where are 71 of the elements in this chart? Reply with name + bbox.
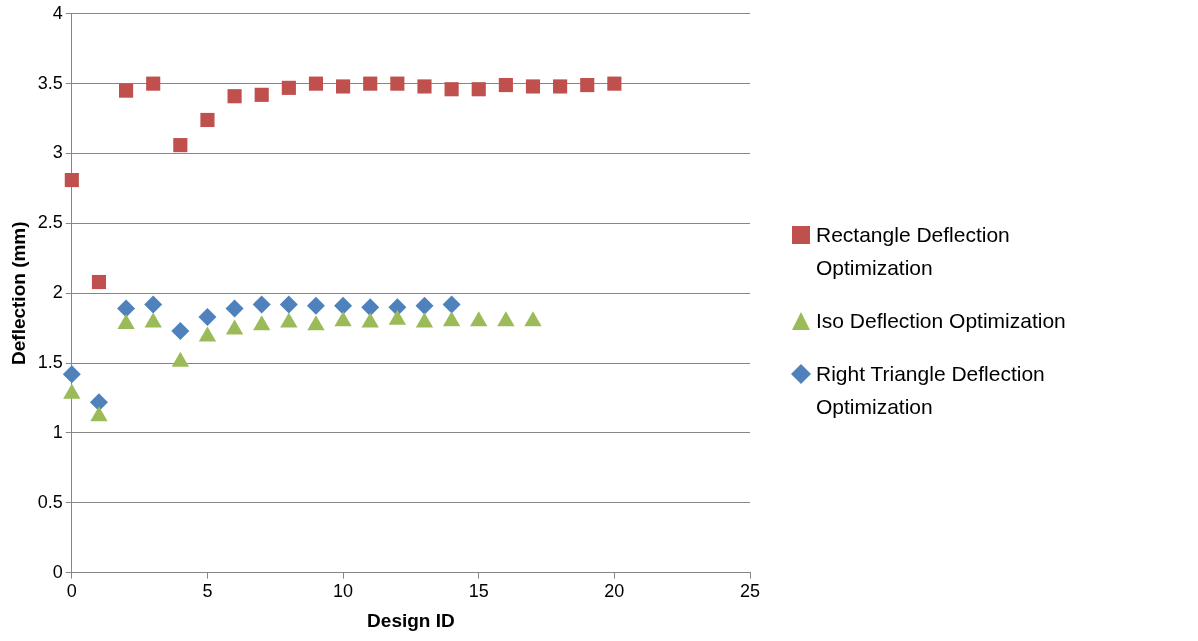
x-tick-label: 20 [604, 581, 625, 602]
legend-label: Right Triangle Deflection Optimization [816, 361, 1046, 420]
point [252, 295, 271, 314]
x-tick-label: 0 [66, 581, 77, 602]
point [200, 112, 215, 128]
point [91, 274, 107, 290]
point [442, 295, 461, 314]
point [117, 299, 136, 318]
point [361, 298, 380, 317]
x-tick-label: 15 [468, 581, 489, 602]
y-tick-label: 3 [52, 142, 63, 163]
point [470, 311, 488, 327]
point [254, 87, 269, 102]
point [173, 138, 188, 153]
y-tick-label: 0 [52, 561, 63, 582]
y-tick-label: 1.5 [37, 352, 63, 373]
point [580, 77, 595, 93]
point [524, 311, 542, 327]
y-axis-title: Deflection (mm) [7, 221, 29, 365]
point [225, 319, 244, 335]
y-tick-label: 3.5 [37, 72, 63, 93]
point [442, 311, 461, 327]
point [117, 313, 135, 329]
point [444, 82, 459, 97]
point [227, 89, 242, 104]
point [144, 295, 163, 314]
x-tick-label: 5 [202, 581, 213, 602]
point [280, 312, 298, 328]
point [90, 406, 108, 422]
point [171, 351, 189, 367]
legend-label: Iso Deflection Optimization [816, 308, 1066, 334]
point [497, 311, 515, 327]
point [388, 309, 407, 325]
x-tick-label: 10 [333, 581, 354, 602]
point [307, 315, 325, 331]
y-tick-label: 2 [52, 282, 63, 303]
point [225, 299, 244, 318]
point [361, 312, 379, 328]
point [253, 315, 271, 331]
y-tick-label: 4 [52, 2, 63, 23]
point [417, 79, 432, 94]
point [553, 79, 568, 94]
point [336, 79, 351, 94]
y-tick-label: 2.5 [37, 212, 63, 233]
point [119, 83, 134, 98]
y-tick-label: 1 [52, 421, 63, 442]
point [171, 321, 190, 340]
x-tick-label: 25 [739, 581, 761, 602]
point [415, 312, 434, 328]
point [279, 295, 298, 314]
point [198, 307, 217, 326]
point [281, 80, 296, 95]
point [144, 312, 162, 328]
point [146, 76, 161, 91]
point [415, 296, 434, 315]
point [306, 296, 325, 315]
point [334, 311, 352, 327]
point [198, 326, 217, 342]
x-axis-title: Design ID [367, 609, 455, 631]
point [363, 76, 378, 91]
y-tick-label: 0.5 [37, 491, 63, 512]
point [525, 79, 541, 94]
point [607, 76, 622, 91]
point [390, 76, 405, 91]
point [498, 77, 513, 93]
point [308, 76, 324, 91]
point [63, 383, 81, 399]
point [64, 172, 79, 188]
legend-label: Rectangle Deflection Optimization [816, 222, 1011, 281]
point [471, 82, 486, 97]
point [334, 296, 353, 315]
